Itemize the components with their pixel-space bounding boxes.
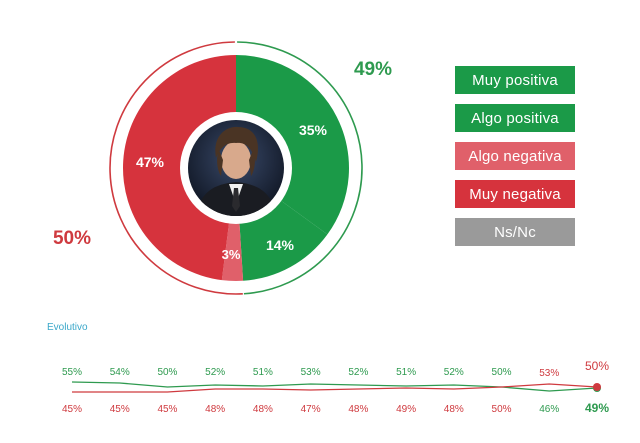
slice-label-algo-positiva: 14% (266, 237, 295, 253)
donut-slice-muy-positiva (236, 55, 349, 235)
positive-total-label: 49% (354, 59, 392, 80)
legend-item-muy-negativa: Muy negativa (455, 180, 575, 208)
evolutivo-title: Evolutivo (47, 322, 88, 333)
evolutivo-positive-label: 51% (253, 367, 273, 378)
evolutivo-positive-label: 55% (62, 367, 82, 378)
evolutivo-negative-label: 48% (253, 404, 273, 415)
legend-item-algo-negativa: Algo negativa (455, 142, 575, 170)
evolutivo-positive-label: 53% (301, 367, 321, 378)
evolutivo-negative-label: 48% (348, 404, 368, 415)
evolutivo-positive-label: 52% (205, 367, 225, 378)
evolutivo-lines (71, 381, 601, 393)
evolutivo-labels: 55% 54% 50% 52% 51% 53% 52% 51% 52% 50% 46% 49% 45% 4… (62, 359, 609, 415)
outer-positive-arc (237, 41, 363, 295)
legend-item-algo-positiva: Algo positiva (455, 104, 575, 132)
evolutivo-negative-label: 50% (492, 404, 512, 415)
slice-label-muy-negativa: 47% (136, 154, 165, 170)
evolutivo-positive-label: 52% (348, 367, 368, 378)
evolutivo-negative-label: 47% (301, 404, 321, 415)
negative-total-label: 50% (53, 228, 91, 249)
legend-item-muy-positiva: Muy positiva (455, 66, 575, 94)
evolutivo-negative-label: 48% (444, 404, 464, 415)
evolutivo-positive-label: 51% (396, 367, 416, 378)
slice-label-algo-negativa: 3% (222, 247, 241, 262)
evolutivo-positive-label: 50% (157, 367, 177, 378)
evolutivo-positive-label: 49% (585, 401, 609, 415)
evolutivo-positive-line (71, 381, 598, 392)
evolutivo-negative-label: 50% (585, 359, 609, 373)
evolutivo-negative-line (72, 383, 598, 393)
evolutivo-negative-label: 53% (539, 368, 559, 379)
evolutivo-negative-label: 45% (110, 404, 130, 415)
evolutivo-negative-label: 45% (62, 404, 82, 415)
evolutivo-negative-label: 49% (396, 404, 416, 415)
center-photo (180, 112, 292, 224)
slice-label-muy-positiva: 35% (299, 122, 328, 138)
donut-slice-muy-negativa (122, 55, 236, 281)
donut-slice-algo-negativa (221, 217, 244, 281)
evolutivo-positive-label: 46% (539, 404, 559, 415)
donut-slice-algo-positiva (239, 197, 328, 281)
legend: Muy positiva Algo positiva Algo negativa… (455, 66, 575, 256)
evolutivo-negative-endpoint (593, 383, 601, 391)
evolutivo-negative-label: 48% (205, 404, 225, 415)
evolutivo-positive-label: 54% (110, 367, 130, 378)
evolutivo-negative-label: 45% (157, 404, 177, 415)
donut-slices (122, 55, 349, 281)
evolutivo-positive-label: 50% (492, 367, 512, 378)
evolutivo-positive-label: 52% (444, 367, 464, 378)
legend-item-ns-nc: Ns/Nc (455, 218, 575, 246)
outer-negative-arc (109, 41, 243, 295)
